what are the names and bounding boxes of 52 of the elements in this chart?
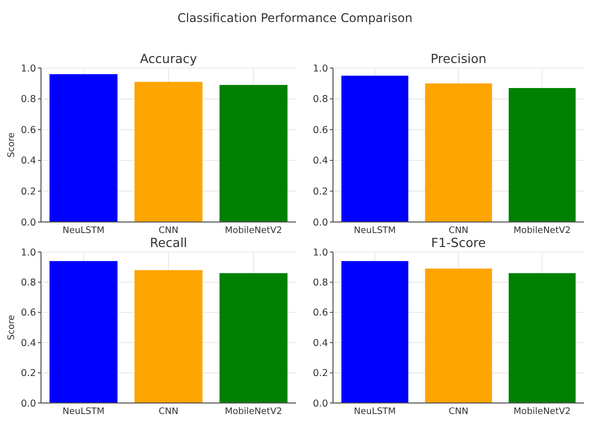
y-tick-label: 0.2 [312, 186, 328, 198]
bar [220, 84, 288, 222]
chart-title: Accuracy [140, 51, 198, 66]
y-tick-label: 0.4 [20, 338, 36, 349]
y-tick-label: 0.8 [20, 94, 36, 106]
y-tick-label: 0.2 [20, 368, 36, 380]
bar [50, 261, 118, 403]
y-tick-label: 1.0 [20, 63, 36, 74]
x-tick-label: CNN [448, 407, 468, 417]
x-tick-label: CNN [448, 226, 468, 236]
y-tick-label: 0.8 [20, 278, 36, 289]
x-tick-label: CNN [158, 226, 178, 236]
y-tick-label: 0.4 [312, 156, 328, 167]
x-tick-label: MobileNetV2 [224, 226, 282, 236]
y-tick-label: 0.0 [20, 398, 36, 410]
y-tick-label: 0.4 [312, 338, 328, 349]
y-tick-label: 0.6 [20, 308, 36, 319]
x-tick-label: MobileNetV2 [514, 407, 571, 417]
bar [220, 273, 288, 403]
y-axis-title: Score [7, 314, 17, 340]
x-tick-label: MobileNetV2 [224, 407, 282, 417]
y-tick-label: 0.4 [20, 156, 36, 167]
x-tick-label: NeuLSTM [62, 226, 104, 236]
y-tick-label: 0.0 [312, 217, 328, 228]
y-tick-label: 0.0 [312, 398, 328, 410]
y-tick-label: 0.6 [20, 124, 36, 136]
y-tick-label: 1.0 [312, 247, 328, 258]
y-tick-label: 0.2 [312, 368, 328, 380]
chart-title: F1-Score [431, 235, 486, 250]
y-tick-label: 0.0 [20, 217, 36, 228]
y-tick-label: 1.0 [20, 247, 36, 258]
x-tick-label: MobileNetV2 [514, 226, 571, 236]
bar [508, 273, 576, 403]
chart-title: Precision [430, 51, 486, 66]
x-tick-label: NeuLSTM [354, 407, 396, 417]
bar [134, 82, 202, 222]
bar [341, 261, 408, 403]
y-tick-label: 0.2 [20, 186, 36, 198]
text: Classification Performance Comparison [178, 11, 412, 25]
bar [134, 270, 202, 403]
x-tick-label: NeuLSTM [62, 407, 104, 417]
y-tick-label: 1.0 [312, 63, 328, 74]
x-tick-label: CNN [158, 407, 178, 417]
y-tick-label: 0.6 [312, 124, 328, 136]
y-axis-title: Score [7, 132, 17, 158]
bar [425, 268, 492, 403]
y-tick-label: 0.6 [312, 308, 328, 319]
y-tick-label: 0.8 [312, 94, 328, 106]
bar [50, 74, 118, 222]
x-tick-label: NeuLSTM [354, 226, 396, 236]
chart-title: Recall [150, 235, 188, 250]
y-tick-label: 0.8 [312, 278, 328, 289]
